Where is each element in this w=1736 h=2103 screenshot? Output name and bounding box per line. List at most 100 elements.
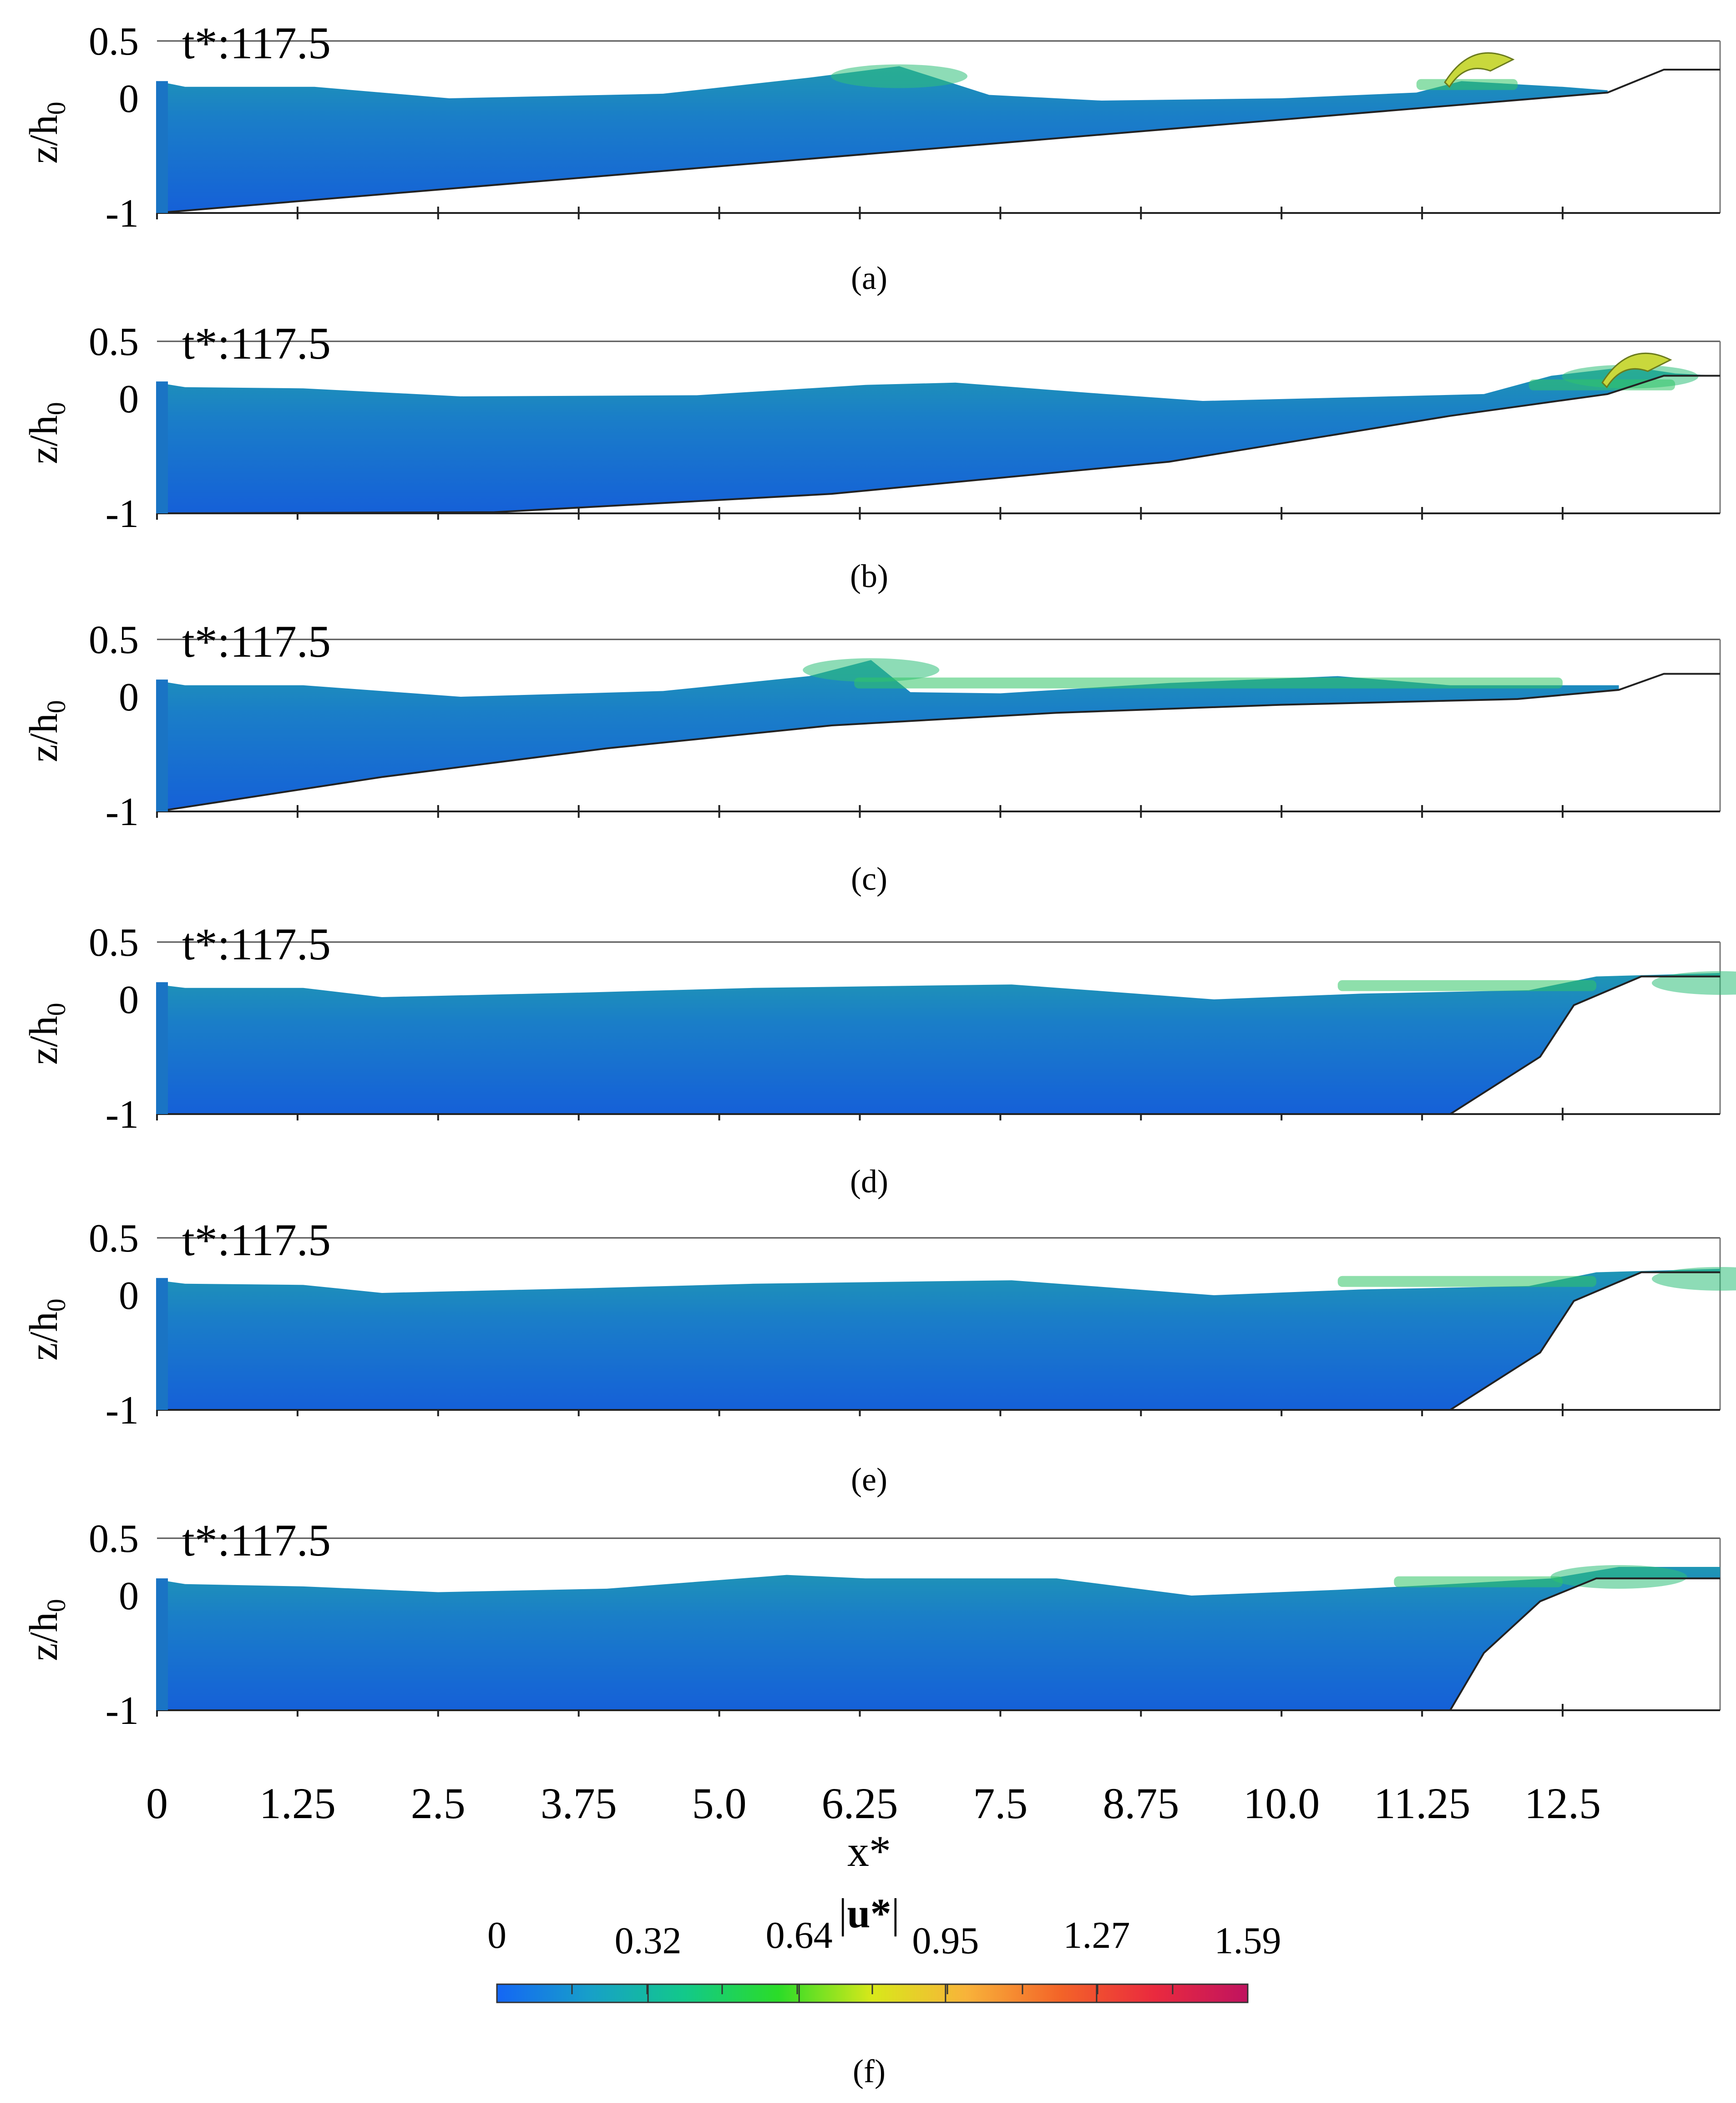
bed-profile [157,1271,1720,1411]
bed-profile [157,69,1720,214]
y-axis-label-main: z/h [22,1312,66,1361]
water-body [157,366,1720,513]
y-axis-label: z/h0 [22,1599,71,1661]
y-axis-label-main: z/h [22,1016,66,1065]
y-tick-label: 0 [119,1274,139,1318]
water-body [157,660,1619,811]
x-tick-label: 1.25 [259,1779,336,1828]
y-tick-label: 0 [119,675,139,720]
x-tick-label: 3.75 [541,1779,617,1828]
colorbar-tick-label: 0.95 [912,1920,979,1962]
panel-caption: (f) [853,2053,886,2089]
y-tick-label: 0.5 [89,921,139,965]
y-axis-label-sub: 0 [41,101,71,115]
y-tick-label: -1 [106,1093,139,1137]
time-label: t*:117.5 [182,1515,331,1566]
panel-a: 0.50-1z/h0t*:117.5(a) [22,18,1721,296]
bed-profile [157,975,1720,1115]
time-label: t*:117.5 [182,18,331,68]
y-tick-label: 0.5 [89,320,139,364]
y-axis-label: z/h0 [22,1003,71,1065]
water-body [157,1567,1720,1710]
bed-profile [157,375,1720,514]
breaking-region [854,677,1563,689]
colorbar-title-bold: u* [847,1890,891,1936]
breaking-region [1416,79,1518,90]
y-tick-label: -1 [106,790,139,834]
bed-profile [157,1577,1720,1711]
y-tick-label: -1 [106,1388,139,1433]
colorbar: 0 0.32 0.64 0.95 1.27 1.59 [487,1914,1281,2003]
y-axis-label-sub: 0 [41,1298,71,1312]
y-tick-label: 0.5 [89,20,139,64]
x-tick-label: 8.75 [1103,1779,1179,1828]
x-tick-label: 10.0 [1243,1779,1320,1828]
panel-caption: (a) [851,260,887,296]
x-tick-label: 11.25 [1374,1779,1470,1828]
panel-f: 0.50-1z/h0t*:117.5(f) [22,1515,1721,2089]
wave-crest [1550,1565,1687,1589]
y-tick-label: -1 [106,1689,139,1733]
breaking-region [1394,1576,1563,1587]
y-tick-label: 0 [119,978,139,1022]
colorbar-title-open: | [839,1890,847,1936]
x-tick-label: 6.25 [822,1779,898,1828]
colorbar-title: |u*| [839,1890,900,1936]
breaking-spray [1601,352,1672,389]
panel-caption: (e) [851,1461,887,1498]
panel-d: 0.50-1z/h0t*:117.5(d) [22,919,1736,1200]
wavemaker-paddle [156,679,168,811]
x-tick-label: 2.5 [411,1779,466,1828]
y-axis-label: z/h0 [22,101,71,164]
water-body [157,1269,1720,1410]
wavemaker-paddle [156,1578,168,1710]
y-axis-label-sub: 0 [41,700,71,713]
panels-group: 0.50-1z/h0t*:117.5(a)0.50-1z/h0t*:117.5(… [22,18,1736,2089]
y-tick-label: 0 [119,77,139,121]
water-body [157,66,1608,213]
y-axis-label-sub: 0 [41,402,71,415]
breaking-region [1337,1276,1597,1287]
y-axis-label-sub: 0 [41,1003,71,1016]
panel-caption: (d) [850,1163,888,1200]
time-label: t*:117.5 [182,616,331,667]
y-tick-label: 0.5 [89,618,139,662]
colorbar-tick-label: 0.64 [766,1914,833,1956]
y-axis-label-main: z/h [22,115,66,164]
panel-c: 0.50-1z/h0t*:117.5(c) [22,616,1721,897]
water-body [157,973,1720,1114]
y-axis-label-main: z/h [22,713,66,762]
wavemaker-paddle [156,982,168,1114]
colorbar-tick-label: 1.59 [1215,1920,1281,1962]
x-tick-label: 12.5 [1524,1779,1601,1828]
x-axis: 0 1.25 2.5 3.75 5.0 6.25 7.5 8.75 10.0 11.25 12.5 [146,1779,1601,1828]
x-axis-label: x* [847,1827,891,1875]
y-tick-label: -1 [106,492,139,536]
panel-caption: (c) [851,861,887,897]
colorbar-tick-label: 0 [487,1914,506,1956]
x-tick-label: 7.5 [973,1779,1027,1828]
wave-crest [803,658,940,682]
y-axis-label: z/h0 [22,700,71,762]
y-tick-label: -1 [106,192,139,236]
panel-e: 0.50-1z/h0t*:117.5(e) [22,1215,1736,1498]
wavemaker-paddle [156,1278,168,1410]
breaking-region [1337,980,1597,991]
y-axis-label-main: z/h [22,415,66,464]
bed-profile [157,673,1720,812]
breaking-spray [1444,52,1515,88]
time-label: t*:117.5 [182,919,331,969]
panel-b: 0.50-1z/h0t*:117.5(b) [22,318,1721,594]
y-tick-label: 0.5 [89,1216,139,1261]
y-axis-label: z/h0 [22,1298,71,1361]
y-tick-label: 0 [119,377,139,421]
y-axis-label: z/h0 [22,402,71,464]
wave-crest [831,64,968,88]
y-axis-label-sub: 0 [41,1599,71,1612]
y-tick-label: 0 [119,1574,139,1618]
colorbar-tick-label: 0.32 [615,1920,682,1962]
colorbar-tick-label: 1.27 [1063,1914,1130,1956]
y-axis-label-main: z/h [22,1612,66,1661]
breaking-region [1528,379,1675,390]
